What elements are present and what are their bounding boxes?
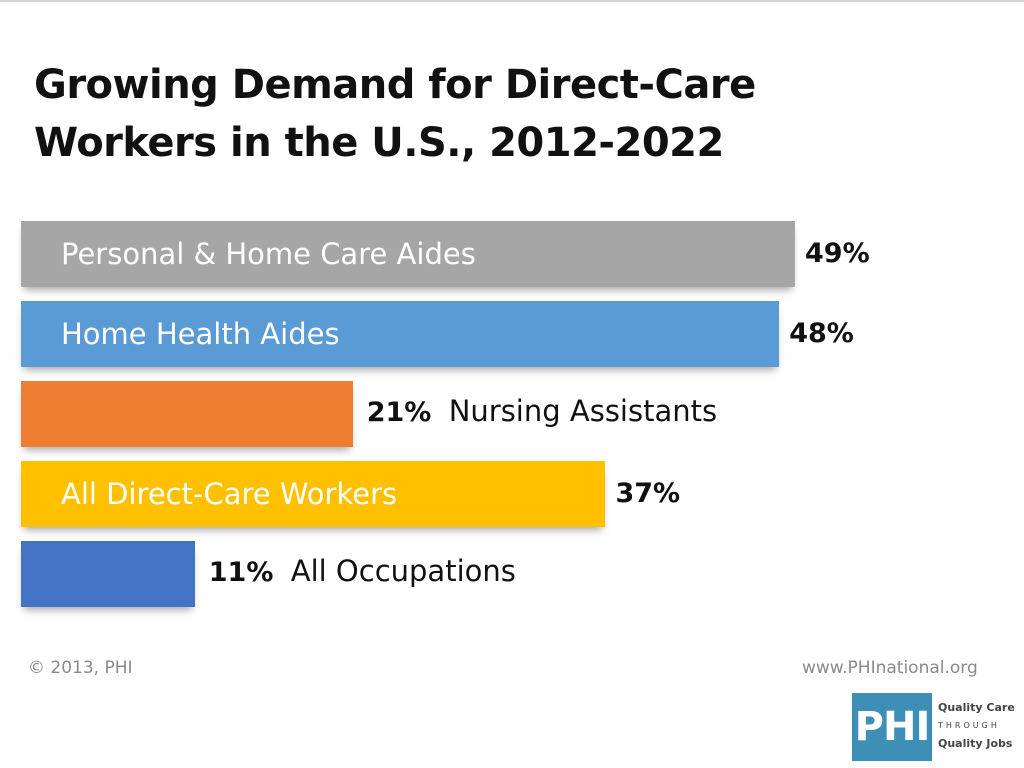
- category-label: Personal & Home Care Aides: [61, 237, 476, 271]
- category-label: All Direct-Care Workers: [61, 477, 398, 511]
- chart-title-line-1: Growing Demand for Direct-Care: [34, 62, 756, 108]
- category-label: All Occupations: [290, 554, 516, 588]
- bar: [21, 221, 795, 287]
- copyright-text: © 2013, PHI: [28, 658, 133, 678]
- bar: [21, 381, 353, 447]
- data-label: 37%: [615, 478, 681, 509]
- phi-logo-mark: PHI: [852, 693, 932, 761]
- data-label: 21%: [366, 397, 432, 428]
- bar: [21, 541, 195, 607]
- logo-tagline-line-2: THROUGH: [938, 721, 1000, 730]
- data-label: 48%: [789, 318, 854, 349]
- bar: [21, 301, 780, 367]
- category-label: Nursing Assistants: [448, 394, 718, 428]
- top-divider: [0, 0, 1024, 2]
- chart-title: Growing Demand for Direct-Care Workers i…: [34, 56, 814, 172]
- phi-logo-tagline: Quality Care THROUGH Quality Jobs: [938, 699, 1015, 752]
- bar: [21, 461, 606, 527]
- chart-title-line-2: Workers in the U.S., 2012-2022: [34, 120, 724, 166]
- phi-logo: PHI Quality Care THROUGH Quality Jobs: [852, 693, 1015, 761]
- website-link[interactable]: www.PHInational.org: [802, 658, 978, 678]
- logo-tagline-line-1: Quality Care: [938, 701, 1015, 714]
- logo-tagline-line-3: Quality Jobs: [938, 737, 1013, 750]
- data-label: 11%: [208, 557, 274, 588]
- category-label: Home Health Aides: [61, 317, 340, 351]
- data-label: 49%: [805, 238, 870, 269]
